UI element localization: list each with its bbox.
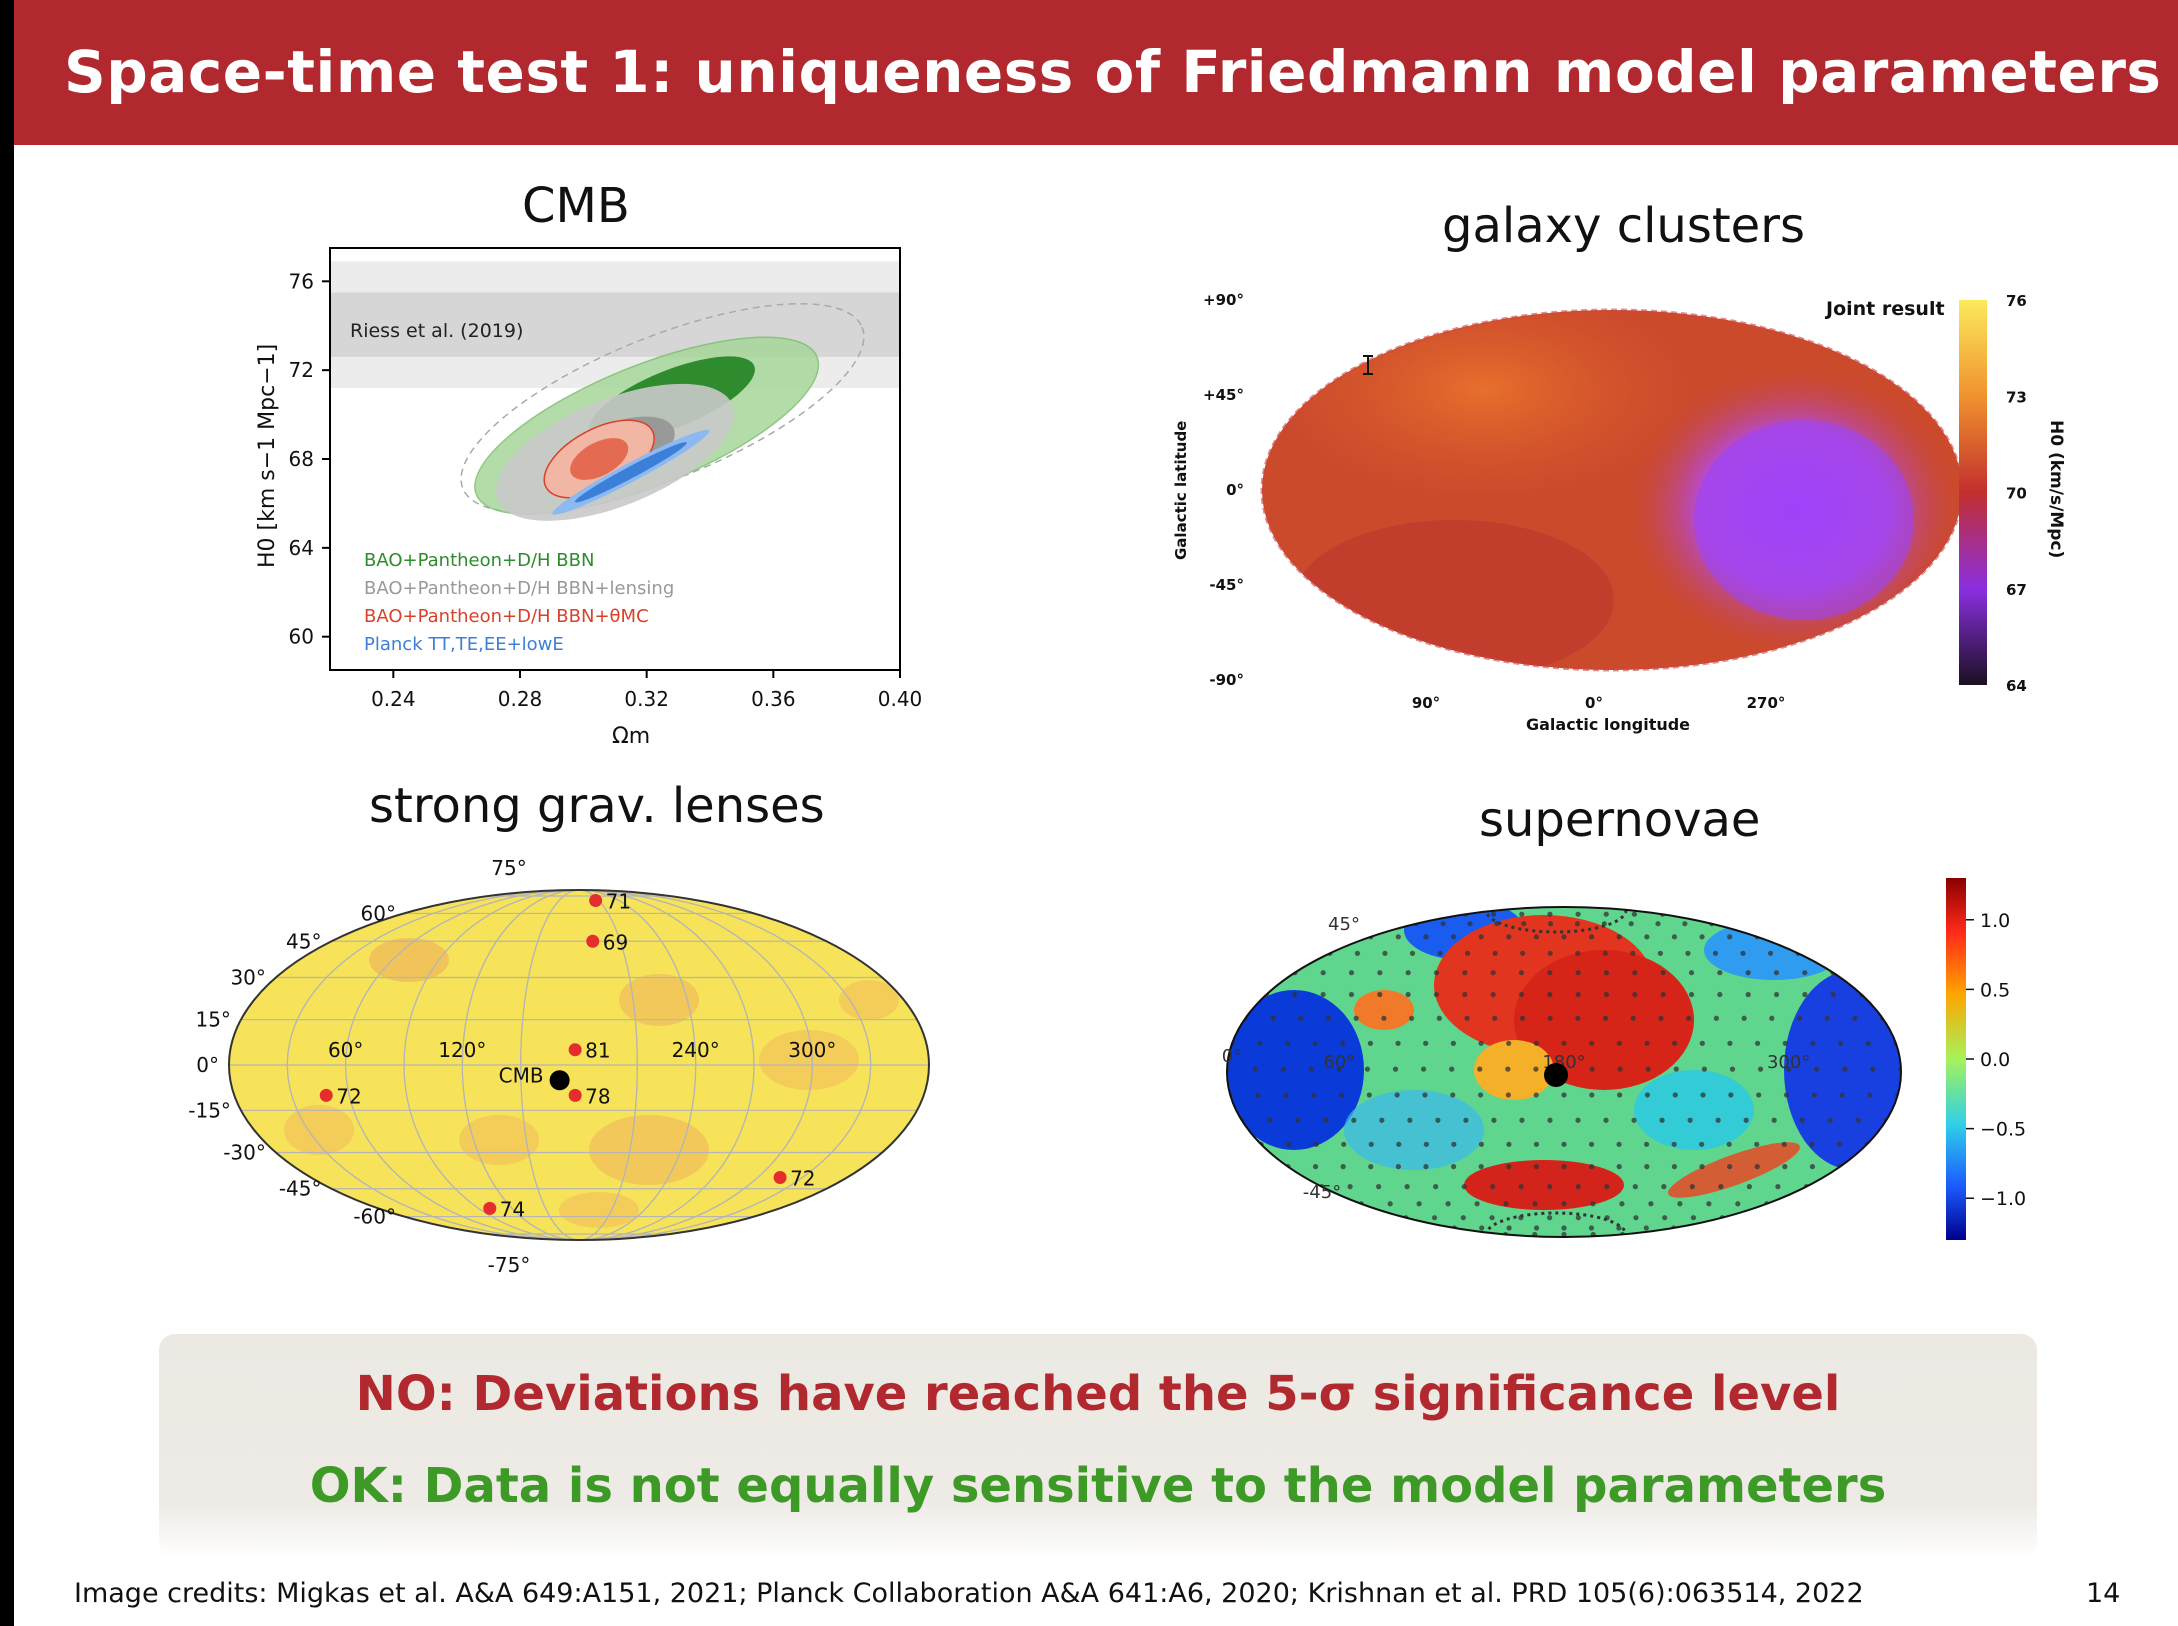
supernovae-colorbar-tick: −1.0 — [1980, 1188, 2026, 1210]
lens-point — [589, 894, 603, 908]
clusters-colorbar-tick: 70 — [2006, 485, 2027, 503]
lens-point — [483, 1201, 497, 1215]
clusters-colorbar-tick: 67 — [2006, 581, 2027, 599]
title-bar: Space-time test 1: uniqueness of Friedma… — [14, 0, 2178, 145]
lenses-lat-tick: 30° — [230, 966, 265, 990]
cmb-point-label: CMB — [499, 1063, 544, 1087]
clusters-lat-tick: +45° — [1203, 386, 1244, 404]
lenses-lat-tick: -45° — [279, 1177, 322, 1201]
cmb-legend-entry: BAO+Pantheon+D/H BBN+θMC — [364, 606, 649, 627]
conclusion-ok: OK: Data is not equally sensitive to the… — [309, 1458, 1887, 1514]
lenses-lat-tick: -75° — [488, 1253, 531, 1277]
lens-point — [586, 934, 600, 948]
supernovae-colorbar-tick: 1.0 — [1980, 910, 2010, 932]
supernovae-map: 45°0°-45° 60° 180° 300° 1.00.50.0−0.5−1.0 — [1222, 878, 2026, 1240]
lenses-lon-tick: 300° — [788, 1038, 836, 1062]
slide: Space-time test 1: uniqueness of Friedma… — [14, 0, 2178, 1626]
lenses-lat-tick: 75° — [491, 856, 526, 880]
clusters-lon-tick: 0° — [1585, 694, 1603, 712]
supernovae-colorbar — [1946, 878, 1966, 1240]
clusters-colorbar-tick: 73 — [2006, 388, 2027, 406]
contour-red-inner — [570, 438, 629, 480]
lenses-lat-tick: 0° — [196, 1053, 219, 1077]
clusters-colorbar-tick: 64 — [2006, 677, 2027, 695]
lenses-lat-tick: 45° — [286, 929, 321, 953]
lens-point — [568, 1043, 582, 1057]
supernovae-colorbar-tick: −0.5 — [1980, 1119, 2026, 1141]
image-credits: Image credits: Migkas et al. A&A 649:A15… — [74, 1578, 1864, 1609]
lenses-lat-tick: 60° — [361, 901, 396, 925]
lens-point — [319, 1088, 333, 1102]
lens-point — [773, 1170, 787, 1184]
clusters-lat-tick: +90° — [1203, 291, 1244, 309]
lenses-lat-tick: 15° — [195, 1008, 230, 1032]
clusters-lat-tick: -45° — [1209, 576, 1244, 594]
lenses-lon-tick: 240° — [672, 1038, 720, 1062]
cmb-xtick-label: 0.40 — [878, 687, 923, 711]
lens-label: 74 — [500, 1197, 525, 1221]
lens-label: 72 — [790, 1166, 815, 1190]
clusters-legend-title: Joint result — [1824, 298, 1945, 320]
cmb-title: CMB — [522, 178, 630, 234]
clusters-xlabel: Galactic longitude — [1526, 715, 1690, 734]
clusters-colorbar — [1959, 300, 1987, 685]
lenses-lat-tick: -60° — [353, 1205, 396, 1229]
clusters-lat-tick: 0° — [1226, 481, 1244, 499]
supernovae-title: supernovae — [1479, 792, 1761, 848]
lenses-lat-tick: -30° — [223, 1141, 266, 1165]
clusters-colorbar-tick: 76 — [2006, 292, 2027, 310]
riess-label: Riess et al. (2019) — [350, 320, 523, 342]
lens-point — [568, 1088, 582, 1102]
clusters-ylabel: Galactic latitude — [1172, 421, 1190, 560]
cmb-ytick-label: 60 — [289, 625, 314, 649]
cmb-ytick-label: 72 — [289, 358, 314, 382]
cmb-xtick-label: 0.32 — [624, 687, 669, 711]
clusters-title: galaxy clusters — [1442, 198, 1805, 254]
cmb-legend-entry: BAO+Pantheon+D/H BBN+lensing — [364, 578, 674, 599]
supernovae-lon-tick: 60° — [1323, 1052, 1355, 1073]
lenses-lon-tick: 120° — [438, 1038, 486, 1062]
cmb-chart: 0.24 0.28 0.32 0.36 0.40 60 64 68 72 76 Riess et … — [255, 247, 923, 749]
text-cursor-icon — [1363, 355, 1373, 375]
cmb-legend-entry: Planck TT,TE,EE+lowE — [364, 634, 564, 655]
supernovae-lat-tick: 45° — [1328, 914, 1360, 935]
lenses-map: 75° 60° 45° 30°15° 0° -15° -30° -45° -60° -75° 60… — [189, 856, 930, 1277]
cmb-ylabel: H0 [km s−1 Mpc−1] — [255, 344, 280, 568]
cmb-xtick-label: 0.24 — [371, 687, 416, 711]
cmb-ytick-label: 76 — [289, 269, 314, 293]
cmb-ytick-label: 68 — [289, 447, 314, 471]
lens-label: 72 — [336, 1084, 361, 1108]
cmb-xtick-label: 0.28 — [498, 687, 543, 711]
supernovae-lat-tick: -45° — [1303, 1182, 1341, 1203]
cmb-legend-entry: BAO+Pantheon+D/H BBN — [364, 550, 594, 571]
page-number: 14 — [2086, 1578, 2121, 1609]
cmb-xlabel: Ωm — [612, 724, 650, 749]
cmb-ytick-label: 64 — [289, 536, 314, 560]
lenses-title: strong grav. lenses — [369, 778, 825, 834]
conclusion-box: NO: Deviations have reached the 5-σ sign… — [159, 1334, 2037, 1559]
contour-blue-inner — [574, 442, 687, 503]
cmb-point — [549, 1070, 570, 1091]
clusters-lat-tick: -90° — [1209, 671, 1244, 689]
slide-title: Space-time test 1: uniqueness of Friedma… — [64, 38, 2162, 106]
lenses-lat-tick: -15° — [189, 1098, 231, 1122]
lens-label: 69 — [603, 930, 628, 954]
conclusion-no: NO: Deviations have reached the 5-σ sign… — [355, 1366, 1841, 1422]
clusters-colorbar-label: H0 (km/s/Mpc) — [2046, 420, 2066, 558]
cmb-dipole-marker — [1544, 1063, 1568, 1087]
lens-label: 71 — [606, 890, 631, 914]
clusters-map: Joint result 64 67 70 73 76 H0 (km/s/Mpc) +9… — [1172, 291, 2066, 734]
lens-label: 81 — [585, 1039, 610, 1063]
supernovae-lat-tick: 0° — [1222, 1046, 1242, 1067]
supernovae-colorbar-tick: 0.5 — [1980, 979, 2010, 1001]
supernovae-colorbar-tick: 0.0 — [1980, 1049, 2010, 1071]
clusters-lon-tick: 90° — [1412, 694, 1440, 712]
supernovae-lon-tick: 300° — [1767, 1052, 1810, 1073]
lenses-lon-tick: 60° — [328, 1038, 363, 1062]
clusters-lon-tick: 270° — [1747, 694, 1786, 712]
cmb-xtick-label: 0.36 — [751, 687, 796, 711]
lens-label: 78 — [585, 1084, 610, 1108]
